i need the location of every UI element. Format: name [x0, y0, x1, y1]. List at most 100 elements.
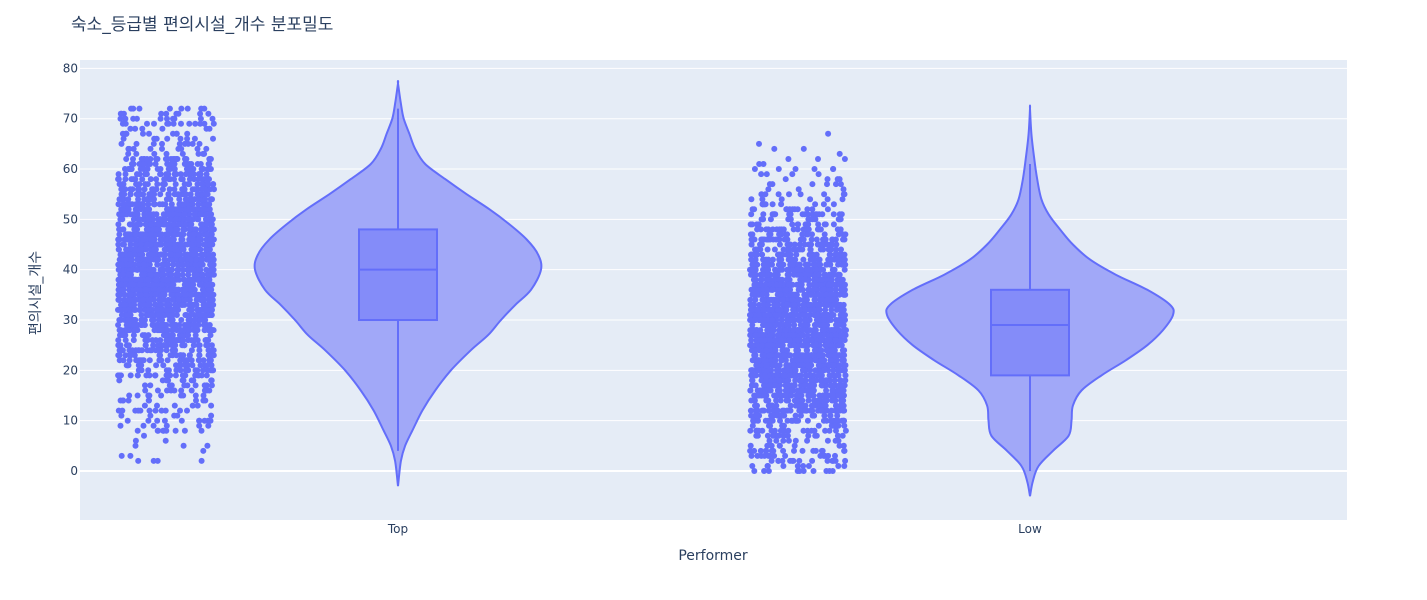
- data-point: [160, 236, 167, 243]
- data-point: [156, 312, 163, 318]
- data-point: [172, 337, 179, 344]
- data-point: [763, 266, 770, 273]
- data-point: [188, 241, 195, 248]
- data-point: [201, 382, 208, 389]
- data-point: [784, 301, 790, 308]
- data-point: [154, 156, 161, 162]
- data-point: [814, 312, 821, 318]
- data-point: [767, 382, 774, 389]
- data-point: [795, 296, 801, 303]
- data-point: [124, 236, 131, 243]
- data-point: [795, 387, 802, 394]
- data-point: [817, 377, 824, 384]
- data-point: [830, 367, 837, 374]
- data-point: [118, 312, 125, 318]
- data-point: [751, 281, 758, 288]
- y-tick-label: 0: [70, 464, 78, 478]
- data-point: [769, 317, 776, 323]
- data-point: [142, 387, 149, 394]
- data-point: [830, 362, 837, 369]
- data-point: [763, 397, 770, 404]
- data-point: [157, 231, 164, 238]
- data-point: [190, 216, 197, 223]
- data-point: [199, 296, 206, 303]
- data-point: [185, 140, 192, 147]
- data-point: [197, 312, 204, 318]
- data-point: [805, 301, 812, 308]
- data-point: [177, 352, 184, 359]
- data-point: [777, 397, 784, 404]
- data-point: [795, 327, 801, 334]
- data-point: [760, 301, 767, 308]
- data-point: [827, 412, 834, 419]
- data-point: [201, 327, 208, 334]
- data-point: [189, 402, 196, 409]
- data-point: [824, 407, 831, 414]
- data-point: [138, 362, 145, 369]
- data-point: [185, 332, 192, 339]
- data-point: [151, 120, 157, 127]
- data-point: [209, 306, 215, 313]
- data-point: [805, 221, 812, 228]
- data-point: [767, 236, 774, 243]
- data-point: [203, 246, 210, 253]
- data-point: [145, 281, 152, 288]
- data-point: [132, 125, 139, 132]
- data-point: [797, 306, 804, 313]
- data-point: [824, 176, 831, 183]
- data-point: [778, 337, 785, 344]
- data-point: [121, 291, 128, 298]
- data-point: [757, 317, 764, 323]
- data-point: [184, 362, 191, 369]
- data-point: [120, 135, 127, 142]
- data-point: [833, 427, 839, 434]
- data-point: [168, 201, 175, 208]
- data-point: [122, 352, 129, 359]
- data-point: [800, 367, 807, 374]
- data-point: [755, 427, 762, 434]
- data-point: [775, 457, 782, 464]
- data-point: [190, 342, 197, 349]
- data-point: [786, 211, 793, 218]
- data-point: [797, 286, 804, 293]
- data-point: [805, 286, 812, 293]
- data-point: [796, 362, 802, 369]
- data-point: [165, 296, 172, 303]
- data-point: [841, 251, 848, 258]
- data-point: [807, 407, 814, 414]
- data-point: [159, 327, 165, 334]
- data-point: [201, 226, 208, 233]
- data-point: [749, 251, 756, 258]
- data-point: [171, 412, 178, 419]
- data-point: [165, 166, 172, 172]
- data-point: [842, 427, 849, 434]
- data-point: [790, 327, 797, 334]
- data-point: [757, 327, 764, 334]
- data-point: [138, 312, 145, 318]
- data-point: [769, 181, 776, 188]
- data-point: [119, 271, 126, 278]
- data-point: [838, 246, 844, 253]
- data-point: [134, 171, 140, 178]
- data-point: [120, 296, 127, 303]
- data-point: [206, 156, 213, 162]
- data-point: [202, 291, 209, 298]
- data-point: [840, 407, 846, 414]
- data-point: [118, 140, 125, 147]
- data-point: [770, 211, 777, 218]
- data-point: [835, 251, 842, 258]
- data-point: [137, 291, 144, 298]
- data-point: [172, 181, 179, 188]
- data-point: [196, 417, 203, 424]
- data-point: [791, 442, 798, 449]
- data-point: [168, 236, 175, 243]
- data-point: [816, 392, 823, 399]
- data-point: [785, 437, 792, 444]
- data-point: [134, 427, 141, 434]
- data-point: [773, 322, 780, 328]
- data-point: [790, 226, 797, 233]
- data-point: [119, 181, 126, 188]
- data-point: [775, 332, 782, 339]
- data-point: [806, 352, 813, 359]
- data-point: [147, 191, 154, 198]
